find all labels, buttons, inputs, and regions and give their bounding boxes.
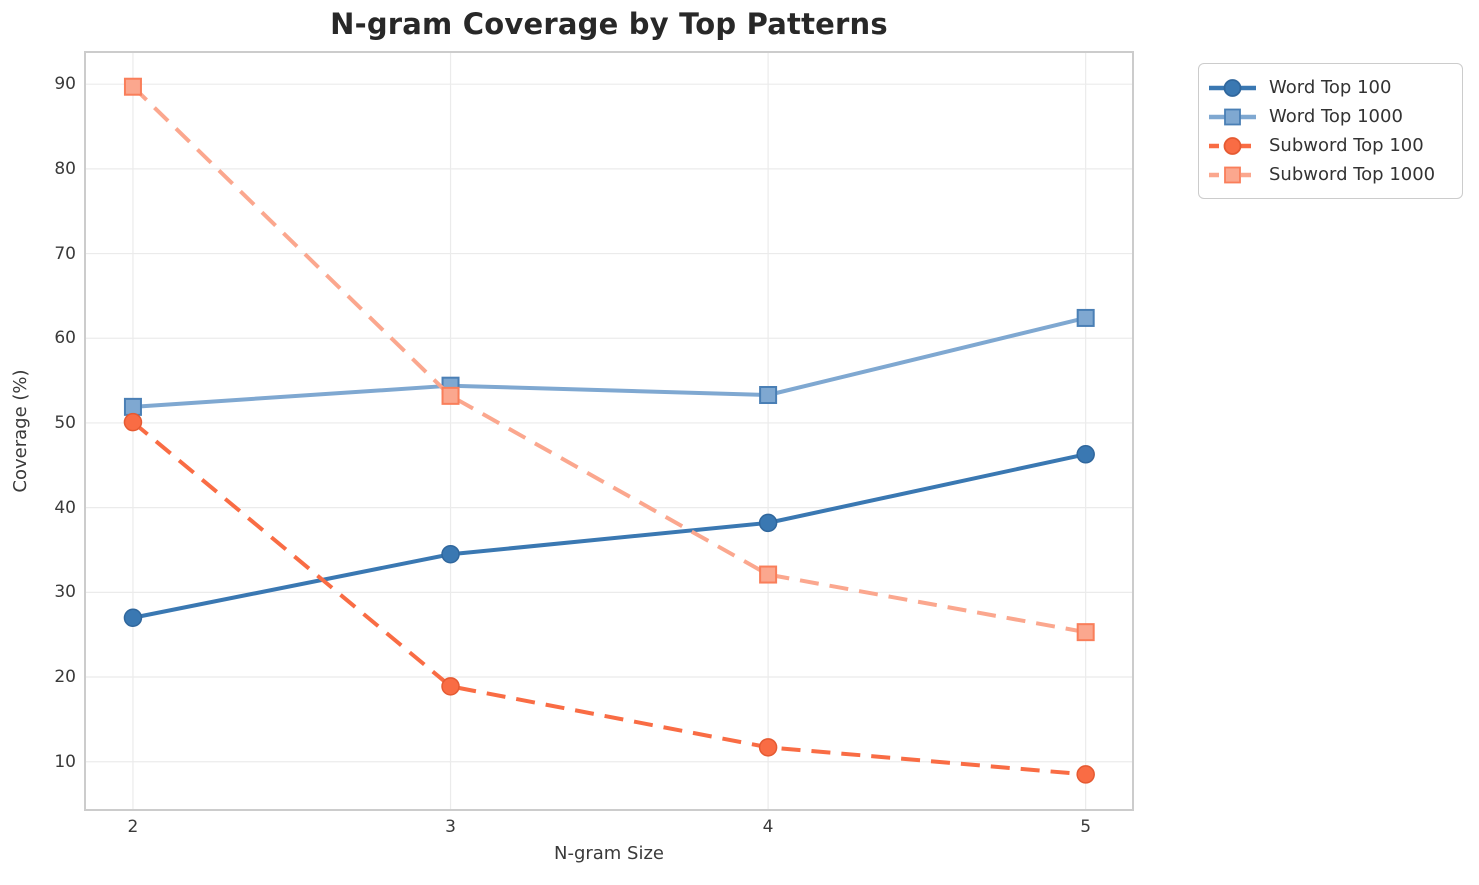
legend-item: Subword Top 1000 — [1209, 160, 1450, 189]
legend-label: Subword Top 100 — [1269, 135, 1424, 156]
y-tick-label: 30 — [54, 582, 76, 603]
x-axis-label: N-gram Size — [553, 843, 665, 864]
legend-label: Subword Top 1000 — [1269, 164, 1436, 185]
series-line — [131, 85, 1087, 635]
data-point-marker — [758, 513, 778, 533]
series-line — [132, 452, 1087, 620]
data-point-marker — [758, 738, 778, 757]
data-point-marker — [123, 412, 143, 432]
legend-item: Subword Top 100 — [1209, 131, 1450, 160]
data-point-marker — [441, 544, 460, 564]
data-point-marker — [759, 386, 778, 405]
y-tick-label: 90 — [54, 74, 76, 95]
legend-label: Word Top 100 — [1269, 77, 1392, 98]
legend-item: Word Top 1000 — [1209, 102, 1450, 131]
y-tick-label: 80 — [54, 158, 76, 179]
data-point-marker — [123, 397, 142, 416]
plot-border — [84, 51, 1134, 811]
legend-item: Word Top 100 — [1209, 73, 1450, 102]
data-point-marker — [441, 386, 460, 405]
y-tick-label: 20 — [54, 667, 76, 688]
data-point-marker — [1076, 623, 1095, 642]
x-tick-label: 3 — [445, 817, 456, 837]
legend-line-square-icon — [1209, 166, 1256, 183]
data-point-marker — [1076, 765, 1095, 784]
chart-title: N-gram Coverage by Top Patterns — [330, 7, 888, 41]
y-tick-label: 50 — [54, 412, 76, 433]
y-tick-label: 70 — [54, 243, 76, 264]
legend-label: Word Top 1000 — [1269, 106, 1403, 127]
y-tick-label: 40 — [54, 497, 76, 518]
data-point-marker — [441, 677, 460, 696]
data-point-marker — [1076, 445, 1095, 464]
data-point-marker — [1076, 308, 1095, 327]
series-line — [131, 420, 1086, 777]
data-point-marker — [123, 77, 142, 96]
data-point-marker — [759, 565, 778, 584]
x-tick-label: 5 — [1080, 817, 1092, 837]
legend: Word Top 100 Word Top 1000 Subword Top 100… — [1198, 63, 1463, 199]
legend-line-square-icon — [1209, 108, 1256, 125]
x-tick-label: 2 — [127, 817, 139, 837]
y-tick-label: 10 — [54, 751, 76, 772]
y-tick-label: 60 — [54, 328, 76, 349]
data-point-marker — [123, 608, 143, 627]
series-line — [132, 315, 1087, 409]
legend-line-circle-icon — [1209, 78, 1256, 97]
legend-line-circle-icon — [1209, 136, 1256, 155]
x-tick-label: 4 — [762, 817, 774, 837]
